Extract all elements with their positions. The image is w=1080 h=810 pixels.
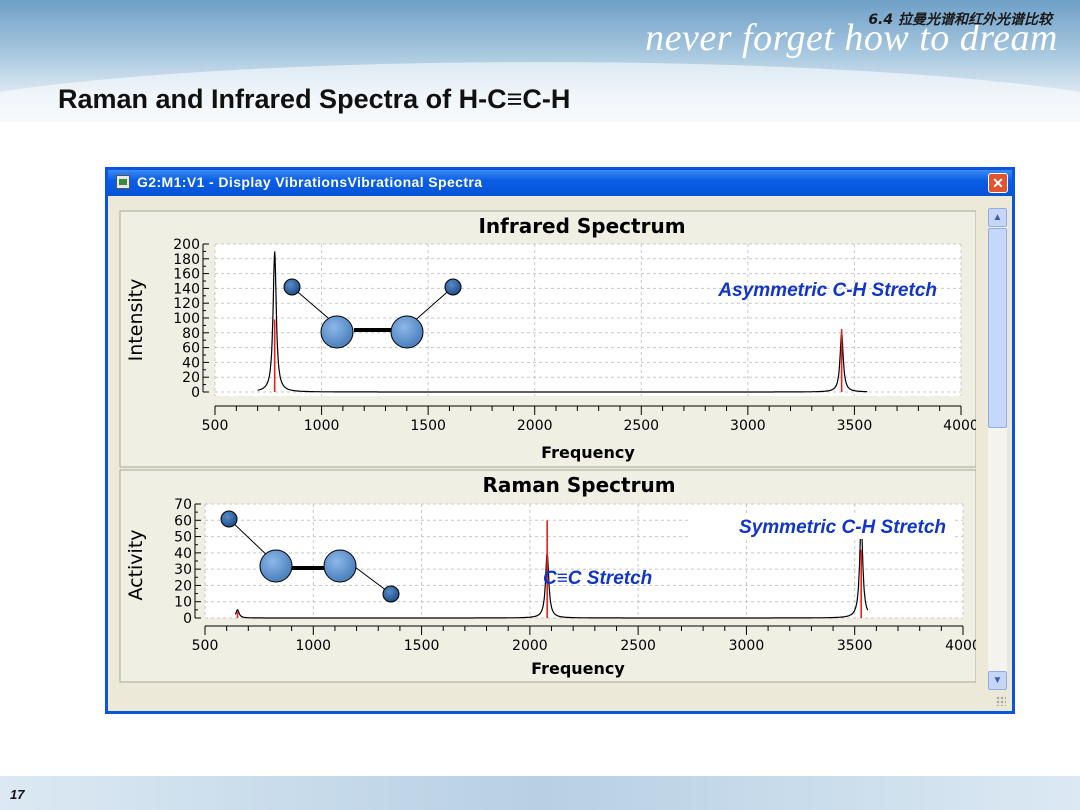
raman-y-label: Activity [125,529,147,600]
y-tick-label: 40 [174,546,192,562]
slide-motto: never forget how to dream [645,17,1058,59]
vertical-scrollbar[interactable]: ▲ ▼ [988,208,1007,690]
x-tick-label: 1500 [404,638,440,654]
ir-spectrum [257,251,868,393]
raman-x-axis: 500 1000 1500 2000 2500 3000 3500 4000 [192,625,976,654]
x-tick-label: 3500 [837,638,873,654]
y-tick-label: 10 [174,595,192,611]
raman-annotation-bg [690,513,952,539]
x-tick-label: 2000 [517,418,553,434]
x-tick-label: 4000 [943,418,976,434]
x-tick-label: 3000 [729,638,765,654]
ir-chart-title: Infrared Spectrum [478,214,685,238]
raman-molecule-diagram [220,510,400,603]
window-title: G2:M1:V1 - Display VibrationsVibrational… [137,174,483,190]
x-tick-label: 2500 [620,638,656,654]
spectrum-line [257,251,868,393]
raman-spectrum [234,520,869,619]
header-banner: never forget how to dream 6.4 拉曼光谱和红外光谱比… [0,0,1080,122]
slide-title: Raman and Infrared Spectra of H-C≡C-H [58,84,571,114]
y-tick-label: 100 [173,311,200,327]
resize-grip-icon[interactable] [996,696,1006,706]
raman-chart-title: Raman Spectrum [482,473,675,497]
ir-x-label: Frequency [541,443,635,462]
y-tick-label: 20 [182,370,200,386]
spectra-window: G2:M1:V1 - Display VibrationsVibrational… [105,167,1015,714]
carbon-atom-icon [320,315,354,349]
hydrogen-atom-icon [283,278,301,296]
ir-x-axis: 500 1000 1500 2000 2500 3000 3500 4000 [202,405,976,434]
x-tick-label: 500 [202,418,229,434]
x-tick-label: 2000 [512,638,548,654]
window-title-bar[interactable]: G2:M1:V1 - Display VibrationsVibrational… [108,170,1012,196]
y-tick-label: 60 [174,513,192,529]
x-tick-label: 1000 [304,418,340,434]
scrollbar-thumb[interactable] [988,228,1007,428]
y-tick-label: 50 [174,530,192,546]
y-tick-label: 160 [173,267,200,283]
carbon-atom-icon [259,549,293,583]
raman-x-label: Frequency [531,659,625,678]
x-tick-label: 1000 [295,638,331,654]
page-number: 17 [10,787,25,802]
app-icon [116,175,130,189]
x-tick-label: 3000 [730,418,766,434]
x-tick-label: 500 [192,638,219,654]
y-tick-label: 30 [174,562,192,578]
carbon-atom-icon [323,549,357,583]
raman-annotation-cc: C≡C Stretch [543,568,652,589]
ir-y-label: Intensity [125,279,147,362]
y-tick-label: 40 [182,355,200,371]
carbon-atom-icon [390,315,424,349]
y-tick-label: 80 [182,326,200,342]
x-tick-label: 3500 [837,418,873,434]
raman-annotation-ch: Symmetric C-H Stretch [739,517,946,538]
y-tick-label: 200 [173,237,200,253]
x-tick-label: 2500 [623,418,659,434]
ir-annotation: Asymmetric C-H Stretch [717,280,937,301]
ir-grid [214,243,962,396]
spectra-client-area: Infrared Spectrum 0204060801001201401601… [119,210,976,683]
x-tick-label: 4000 [945,638,976,654]
scroll-down-icon[interactable]: ▼ [988,671,1007,690]
y-tick-label: 70 [174,497,192,513]
spectrum-line [234,523,869,619]
scroll-up-icon[interactable]: ▲ [988,208,1007,227]
chapter-label: 6.4 拉曼光谱和红外光谱比较 [868,12,1052,28]
ir-panel: Infrared Spectrum 0204060801001201401601… [119,210,976,468]
y-tick-label: 0 [183,611,192,627]
footer-band [0,776,1080,810]
y-tick-label: 140 [173,281,200,297]
y-tick-label: 180 [173,252,200,268]
hydrogen-atom-icon [444,278,462,296]
x-tick-label: 1500 [410,418,446,434]
hydrogen-atom-icon [382,585,400,603]
close-button[interactable]: ✕ [988,173,1008,193]
hydrogen-atom-icon [220,510,238,528]
y-tick-label: 20 [174,578,192,594]
y-tick-label: 60 [182,341,200,357]
y-tick-label: 120 [173,296,200,312]
y-tick-label: 0 [191,385,200,401]
ir-molecule-diagram [283,278,462,349]
